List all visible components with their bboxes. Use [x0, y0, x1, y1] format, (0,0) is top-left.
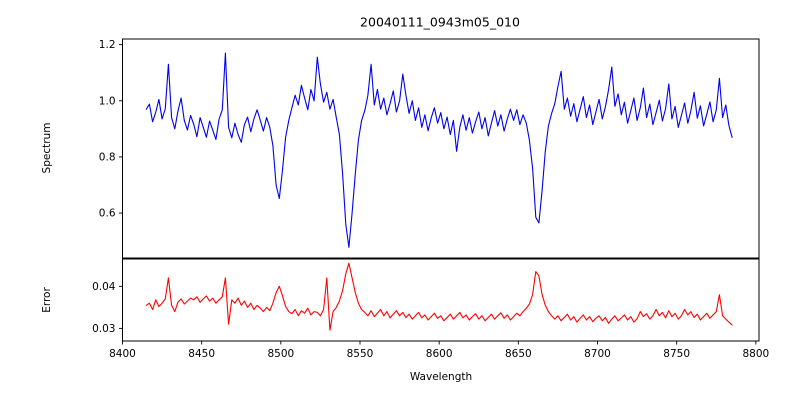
y-tick-label: 1.0 [99, 95, 116, 107]
y-tick-label: 0.04 [92, 281, 116, 293]
x-tick-label: 8450 [188, 348, 215, 360]
x-tick-label: 8600 [426, 348, 453, 360]
y-tick-label: 0.03 [92, 323, 115, 335]
x-tick-label: 8700 [584, 348, 611, 360]
x-tick-label: 8400 [109, 348, 136, 360]
x-tick-label: 8750 [663, 348, 690, 360]
chart-title: 20040111_0943m05_010 [360, 14, 520, 30]
axes-frame [122, 38, 760, 259]
x-axis-label: Wavelength [409, 371, 473, 383]
y-tick-label: 0.6 [99, 208, 116, 220]
y-tick-label: 1.2 [99, 39, 116, 51]
x-tick-label: 8800 [742, 348, 769, 360]
x-tick-label: 8500 [267, 348, 294, 360]
x-tick-label: 8650 [505, 348, 532, 360]
y-tick-label: 0.8 [99, 151, 116, 163]
error-line [145, 262, 733, 331]
spectrum-line [145, 52, 733, 248]
axes-frame [122, 258, 760, 342]
x-tick-label: 8550 [347, 348, 374, 360]
